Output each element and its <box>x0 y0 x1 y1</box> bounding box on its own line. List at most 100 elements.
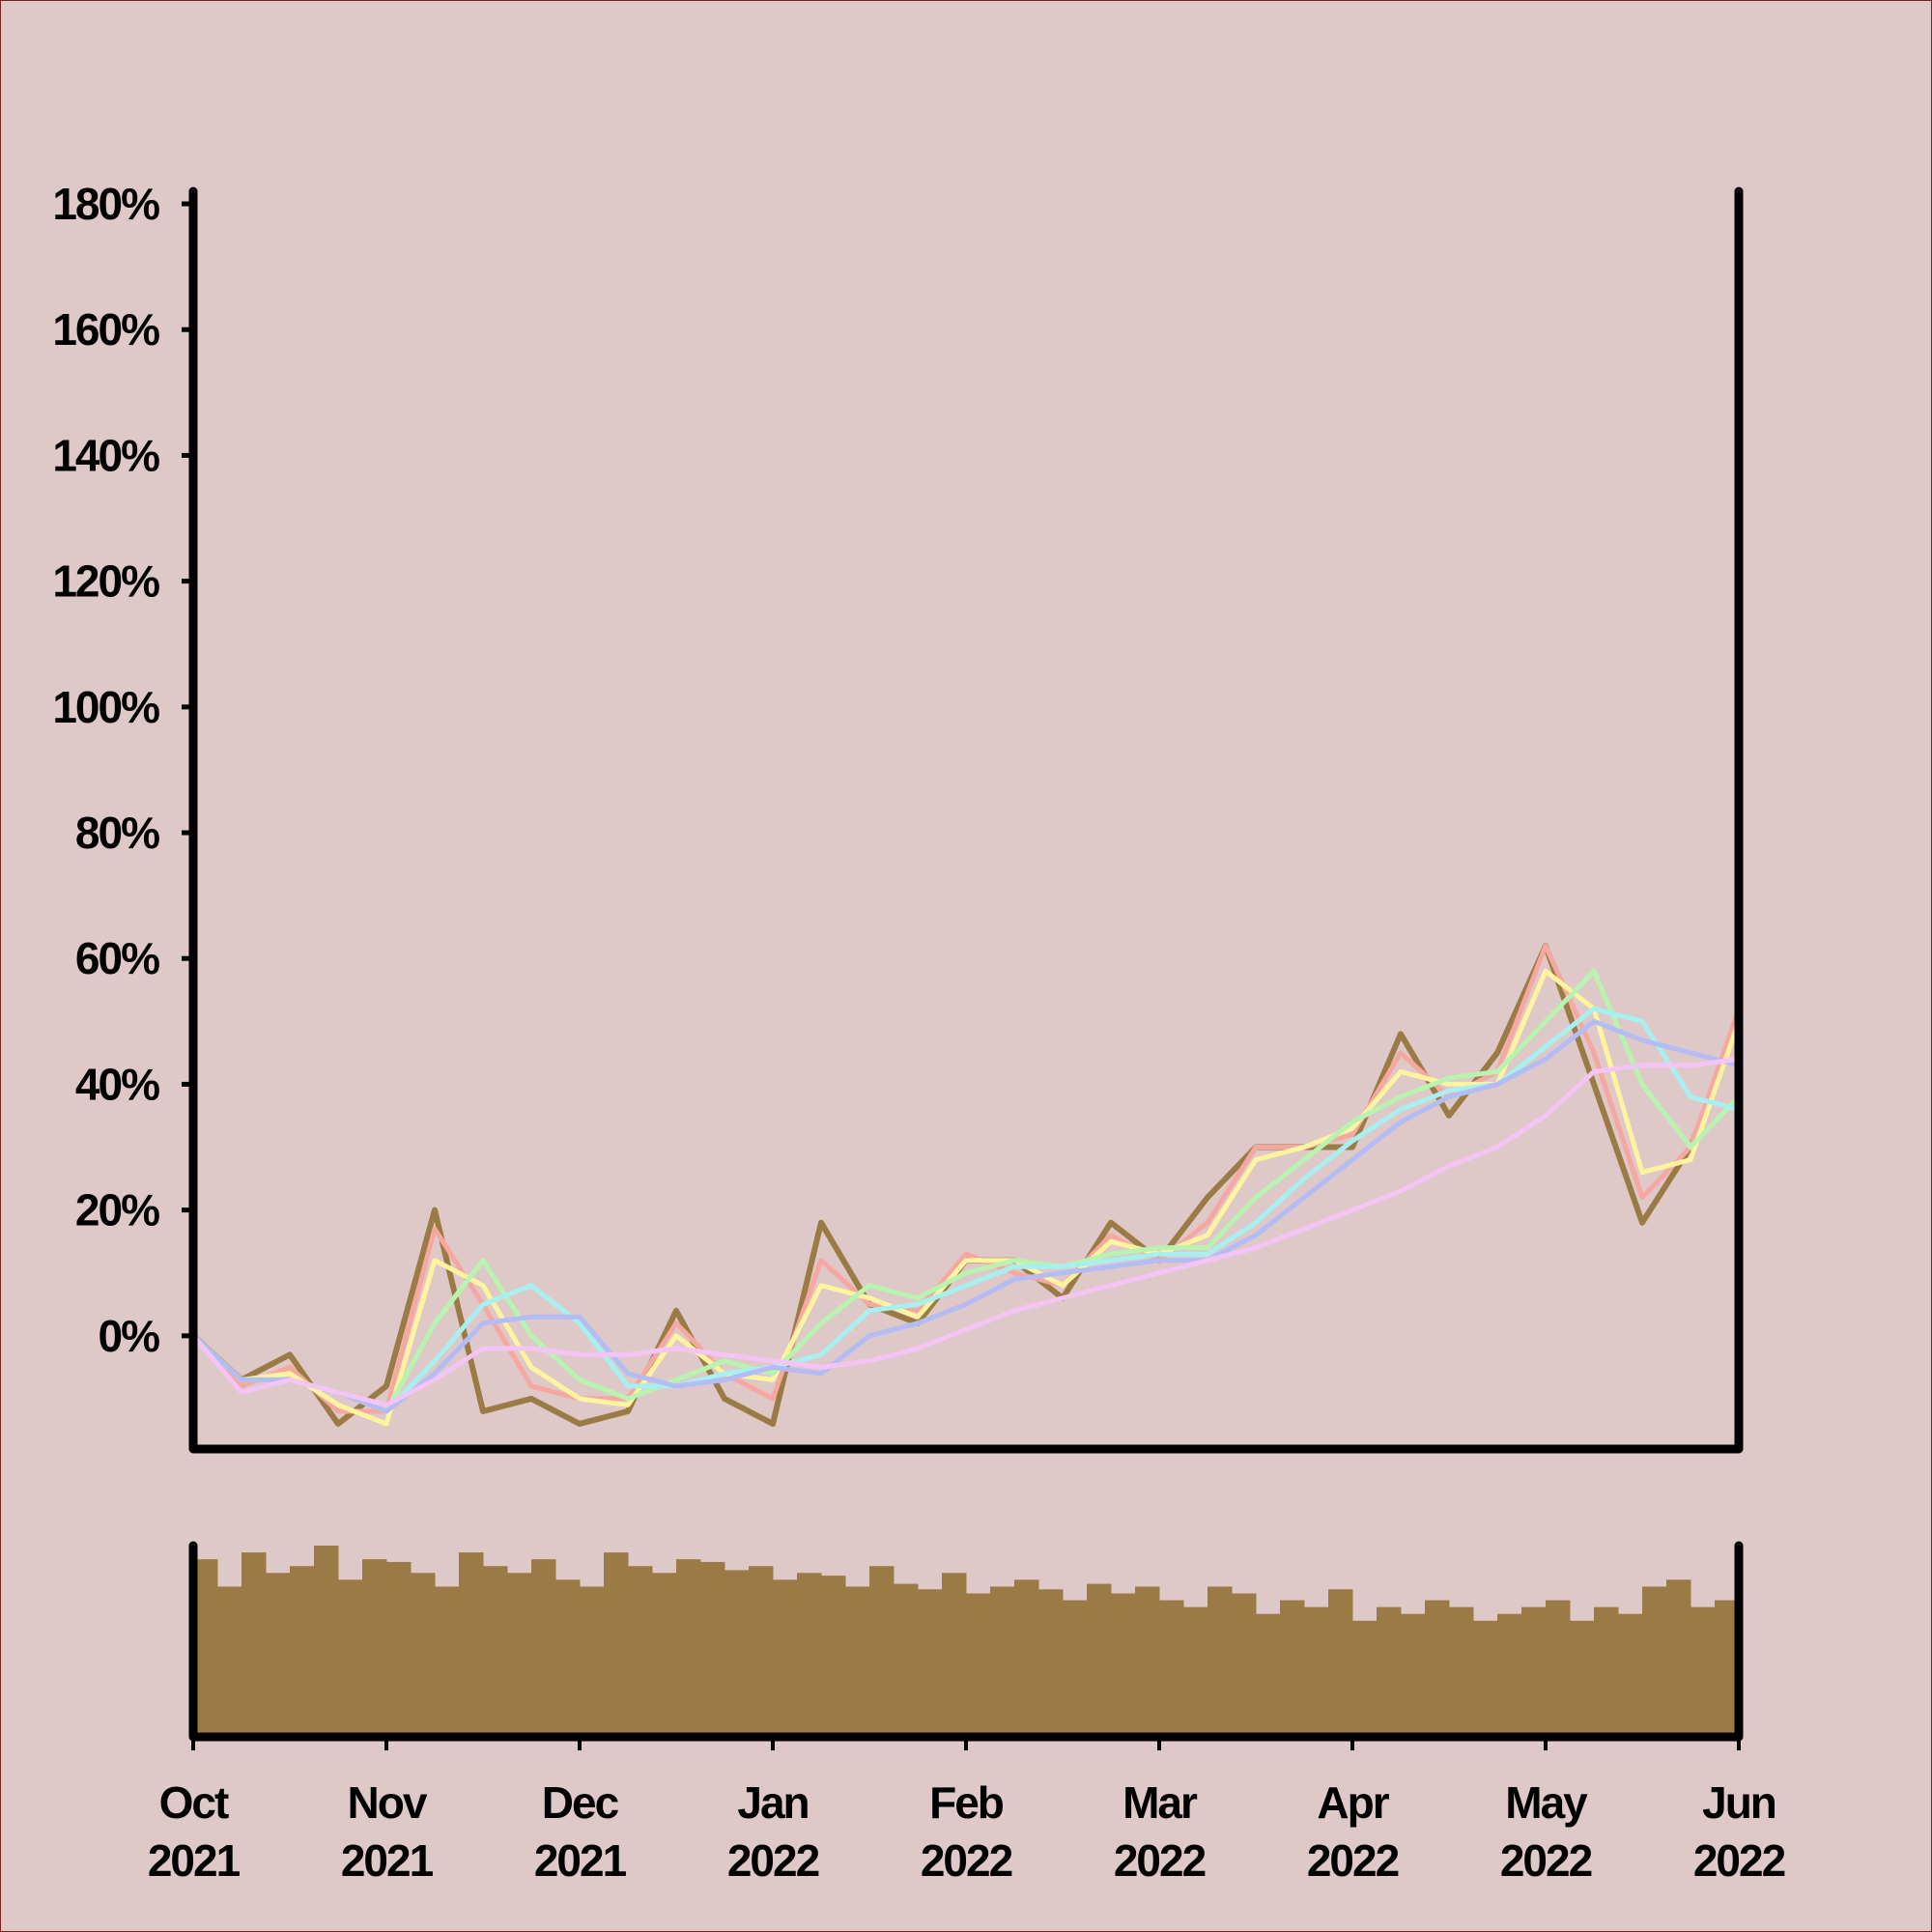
x-tick-label-line: Feb <box>929 1777 1004 1828</box>
volume-bar <box>531 1559 556 1737</box>
series-line <box>193 943 1739 1414</box>
volume-bar <box>797 1573 822 1737</box>
x-tick-label: Jun 2022 <box>1693 1777 1785 1886</box>
volume-bar <box>435 1586 460 1737</box>
volume-bar <box>1497 1613 1522 1737</box>
volume-bar <box>290 1566 315 1737</box>
volume-bar <box>1618 1613 1643 1737</box>
x-tick-label: Mar 2022 <box>1114 1777 1206 1886</box>
volume-bar <box>217 1586 242 1737</box>
x-tick-label-line: Oct <box>159 1777 229 1828</box>
volume-bar <box>700 1561 725 1737</box>
volume-bar <box>652 1573 677 1737</box>
volume-bar <box>1546 1600 1571 1737</box>
volume-bar <box>845 1586 870 1737</box>
x-tick-label: Apr 2022 <box>1307 1777 1399 1886</box>
y-tick-label: 180% <box>52 179 159 229</box>
volume-bar <box>580 1586 605 1737</box>
x-tick-label-line: 2021 <box>534 1835 627 1886</box>
volume-bar <box>1642 1586 1667 1737</box>
volume-bar <box>676 1559 701 1737</box>
volume-bar <box>1521 1606 1547 1737</box>
y-tick-label: 80% <box>75 808 159 858</box>
volume-bar <box>555 1579 581 1737</box>
x-tick-label-line: Jun <box>1702 1777 1776 1828</box>
volume-bar <box>266 1573 291 1737</box>
x-tick-label: Dec 2021 <box>534 1777 627 1886</box>
volume-bar <box>459 1552 484 1737</box>
volume-bar <box>749 1566 774 1737</box>
y-tick-label: 40% <box>75 1059 159 1109</box>
volume-bar <box>483 1566 508 1737</box>
x-tick-label: Jan 2022 <box>727 1777 819 1886</box>
y-tick-label: 100% <box>52 682 159 732</box>
volume-bar <box>242 1552 267 1737</box>
volume-bar <box>869 1566 895 1737</box>
volume-bar <box>1256 1613 1281 1737</box>
x-tick-label-line: 2022 <box>1307 1835 1399 1886</box>
x-tick-label: Nov 2021 <box>341 1777 434 1886</box>
x-tick-label-line: May <box>1505 1777 1588 1828</box>
x-tick-label: Oct 2021 <box>148 1777 241 1886</box>
y-tick-label: 120% <box>52 556 159 607</box>
volume-bar <box>1038 1589 1064 1737</box>
series-line <box>193 1056 1739 1407</box>
x-tick-label-line: 2021 <box>341 1835 434 1886</box>
y-tick-label: 0% <box>99 1311 160 1361</box>
volume-bar <box>386 1561 412 1737</box>
volume-bar <box>1449 1606 1474 1737</box>
volume-bar <box>1111 1593 1136 1737</box>
y-tick-label: 160% <box>52 304 159 355</box>
lines <box>193 943 1739 1427</box>
volume-bar <box>1328 1589 1353 1737</box>
volume-bar <box>604 1552 629 1737</box>
volume-bar <box>1280 1600 1305 1737</box>
volume-bar <box>1135 1586 1160 1737</box>
x-tick-label-line: Jan <box>737 1777 808 1828</box>
volume-bar <box>1594 1606 1619 1737</box>
volume-bar <box>628 1566 653 1737</box>
y-tick-label: 140% <box>52 430 159 480</box>
y-tick-label: 60% <box>75 933 159 983</box>
y-tick-label: 20% <box>75 1185 159 1236</box>
volume-bar <box>1087 1583 1112 1737</box>
volume-bar <box>894 1583 919 1737</box>
volume-bar <box>1473 1620 1498 1737</box>
volume-bar <box>1304 1606 1329 1737</box>
volume-bar <box>507 1573 532 1737</box>
volume-bar <box>362 1559 387 1737</box>
volume-bar <box>1014 1579 1039 1737</box>
x-tick-label-line: Dec <box>542 1777 619 1828</box>
volume-bar <box>724 1570 750 1737</box>
volume-bar <box>1690 1606 1716 1737</box>
x-tick-label-line: 2021 <box>148 1835 241 1886</box>
x-tick-label-line: 2022 <box>1114 1835 1206 1886</box>
volume-bar <box>411 1573 436 1737</box>
series-line <box>193 1018 1739 1414</box>
axis-spines <box>188 186 1744 1454</box>
volume-bar <box>773 1579 798 1737</box>
x-tick-label-line: 2022 <box>921 1835 1012 1886</box>
volume-bar <box>1377 1606 1402 1737</box>
volume-bar <box>1159 1600 1184 1737</box>
x-tick-label: Feb 2022 <box>921 1777 1012 1886</box>
series-line <box>193 968 1739 1414</box>
volume-bar <box>1208 1586 1233 1737</box>
volume-bar <box>821 1576 846 1737</box>
volume-bar <box>314 1546 339 1737</box>
volume-bar <box>338 1579 363 1737</box>
volume-bar <box>1401 1613 1426 1737</box>
x-tick-label-line: 2022 <box>1500 1835 1592 1886</box>
x-tick-label-line: 2022 <box>1693 1835 1785 1886</box>
price-panel: 0% 20% 40% 60% 80% 100% 120% 140% 160% 180% <box>52 179 1744 1454</box>
volume-bar <box>1232 1593 1257 1737</box>
volume-bar <box>1570 1620 1595 1737</box>
x-tick-label-line: 2022 <box>727 1835 819 1886</box>
volume-bar <box>918 1589 943 1737</box>
x-tick-label-line: Apr <box>1317 1777 1389 1828</box>
volume-bar <box>1425 1600 1450 1737</box>
volume-bar <box>966 1593 991 1737</box>
volume-bar <box>1666 1579 1691 1737</box>
